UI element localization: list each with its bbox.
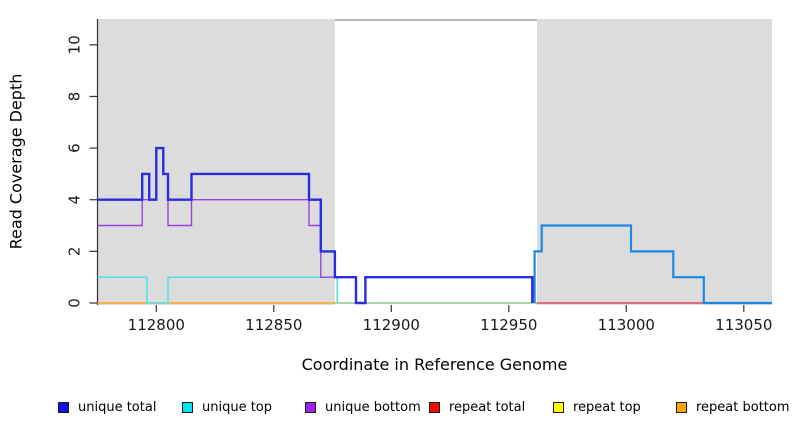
- legend-label: repeat top: [573, 399, 641, 415]
- y-tick-label: 6: [65, 143, 83, 153]
- y-tick-label: 4: [65, 195, 83, 205]
- legend: unique total unique top unique bottom re…: [0, 399, 792, 419]
- series-unique-total: [97, 146, 534, 305]
- repeat-top-swatch-icon: [553, 401, 564, 413]
- repeat-bottom-swatch-icon: [676, 401, 687, 413]
- unique-bottom-swatch-icon: [305, 401, 316, 413]
- x-tick-label: 112850: [245, 316, 302, 334]
- repeat-region-left: [97, 19, 335, 305]
- series-unique-total-unique-top-right-region-: [533, 224, 772, 305]
- legend-item-repeat-bottom: repeat bottom: [676, 399, 790, 415]
- unique-top-swatch-icon: [182, 401, 193, 413]
- unique-total-swatch-icon: [58, 401, 69, 413]
- x-axis-title: Coordinate in Reference Genome: [301, 355, 568, 374]
- repeat-total-swatch-icon: [429, 401, 440, 413]
- legend-label: unique total: [78, 399, 157, 415]
- legend-label: unique top: [202, 399, 273, 415]
- legend-item-unique-bottom: unique bottom: [305, 399, 421, 415]
- x-tick-label: 112800: [128, 316, 185, 334]
- repeat-region-right: [537, 19, 772, 305]
- legend-label: repeat bottom: [696, 399, 790, 415]
- x-tick-label: 112950: [480, 316, 537, 334]
- y-tick-label: 10: [65, 35, 83, 54]
- x-tick-label: 113050: [715, 316, 772, 334]
- legend-item-repeat-total: repeat total: [429, 399, 525, 415]
- y-tick-label: 8: [65, 92, 83, 102]
- x-tick-label: 113000: [598, 316, 655, 334]
- legend-item-unique-total: unique total: [58, 399, 156, 415]
- y-axis-title: Read Coverage Depth: [6, 73, 26, 250]
- legend-item-unique-top: unique top: [182, 399, 272, 415]
- y-tick-label: 2: [65, 247, 83, 257]
- legend-item-repeat-top: repeat top: [553, 399, 641, 415]
- y-tick-label: 0: [65, 298, 83, 308]
- x-tick-label: 112900: [363, 316, 420, 334]
- legend-label: unique bottom: [325, 399, 421, 415]
- legend-label: repeat total: [449, 399, 526, 415]
